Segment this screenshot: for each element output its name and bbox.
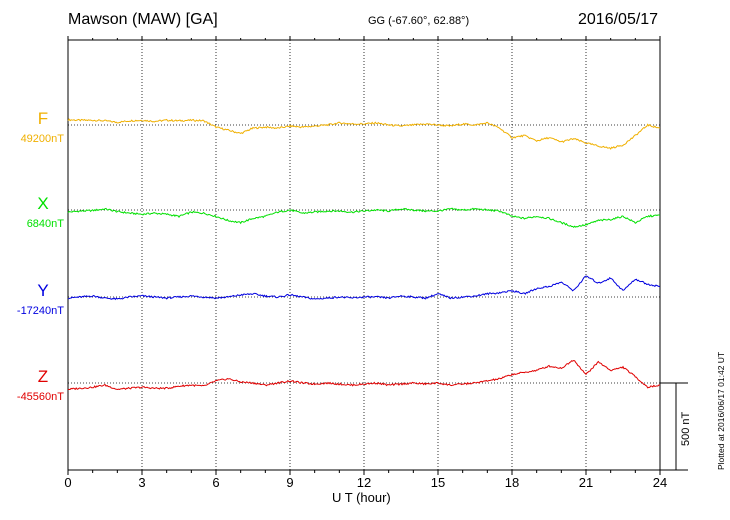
x-tick-label: 3 [138,475,145,490]
station-title: Mawson (MAW) [GA] [68,11,218,28]
component-baseline-y: -17240nT [17,305,64,317]
component-label-x: X [37,194,48,213]
x-axis-label: U T (hour) [332,490,391,505]
x-tick-label: 9 [286,475,293,490]
series-line-z [67,359,661,391]
scale-bar-label: 500 nT [680,411,692,446]
x-tick-label: 15 [431,475,445,490]
series-line-y [67,275,661,301]
component-baseline-z: -45560nT [17,391,64,403]
x-tick-label: 12 [357,475,371,490]
x-tick-label: 6 [212,475,219,490]
series-line-f [67,118,661,150]
plot-date: 2016/05/17 [578,11,659,28]
geographic-coordinates: GG (-67.60°, 62.88°) [368,15,470,27]
series-line-x [67,207,661,228]
x-tick-label: 21 [579,475,593,490]
x-tick-label: 0 [64,475,71,490]
component-label-z: Z [38,367,48,386]
x-tick-label: 18 [505,475,519,490]
component-baseline-f: 49200nT [21,133,65,145]
x-tick-label: 24 [653,475,667,490]
plot-frame [67,39,661,471]
plotted-timestamp: Plotted at 2016/06/17 01:42 UT [716,351,726,470]
component-baseline-x: 6840nT [27,218,65,230]
component-label-y: Y [37,281,48,300]
component-label-f: F [38,109,48,128]
